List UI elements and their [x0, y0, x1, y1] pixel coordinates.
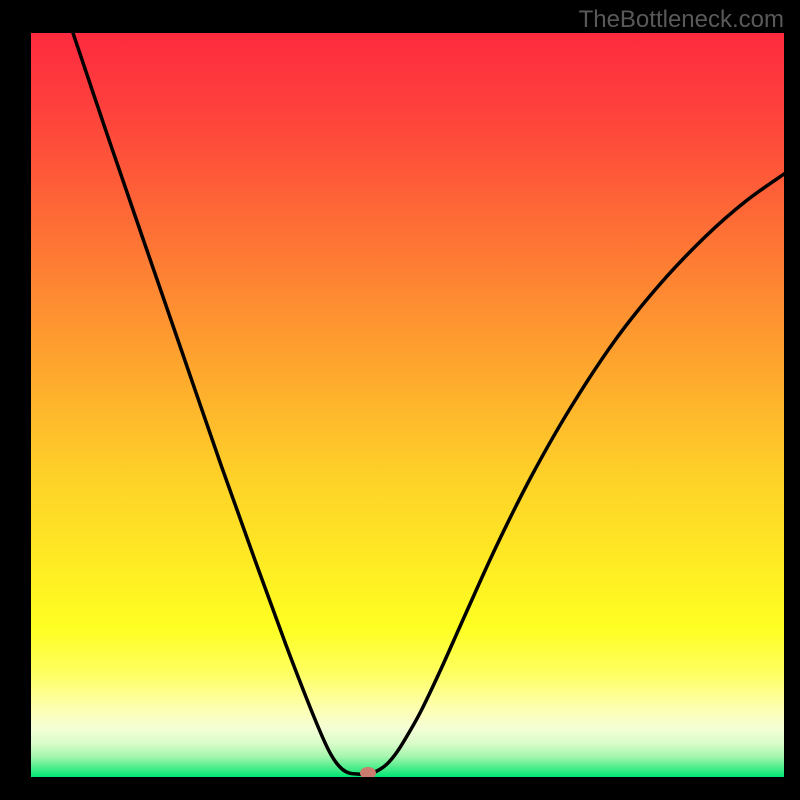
curve-path	[73, 33, 784, 774]
watermark-text: TheBottleneck.com	[579, 6, 784, 34]
optimum-marker	[360, 767, 376, 777]
chart-plot-area	[31, 33, 784, 777]
bottleneck-curve	[31, 33, 784, 777]
